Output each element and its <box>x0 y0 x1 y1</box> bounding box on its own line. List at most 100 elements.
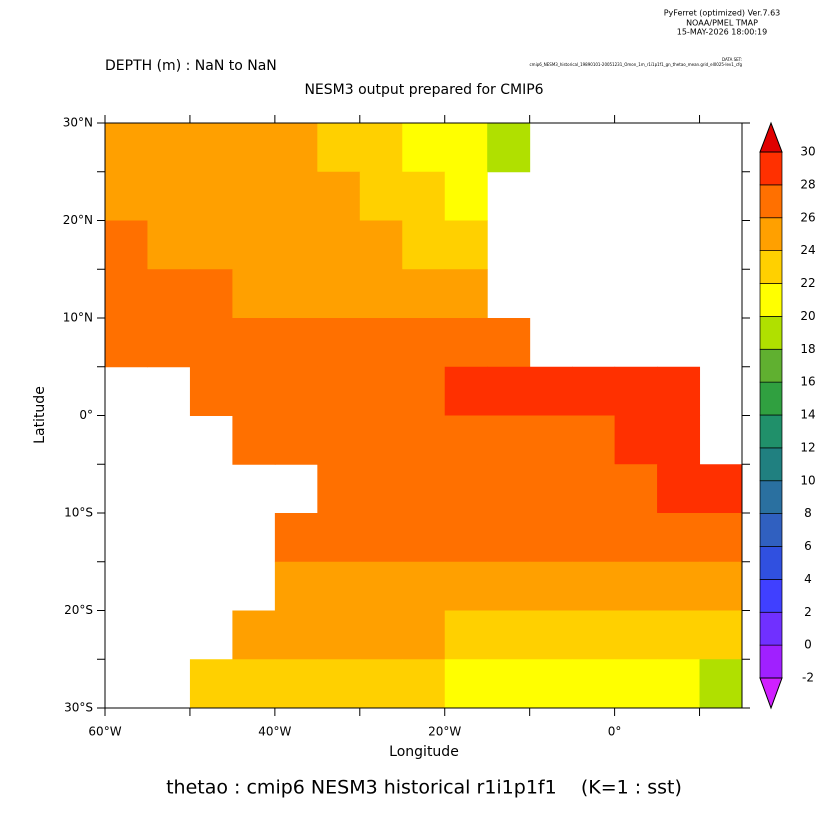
grid-cell <box>402 415 446 465</box>
grid-cell <box>274 513 318 563</box>
grid-cell <box>444 171 488 221</box>
colorbar-label: 8 <box>804 506 812 520</box>
grid-cell <box>699 610 743 660</box>
grid-cell <box>189 123 233 173</box>
grid-cell <box>105 269 148 319</box>
grid-cell <box>657 659 701 709</box>
grid-cell <box>529 659 573 709</box>
x-tick-label: 40°W <box>258 725 291 739</box>
colorbar-label: 24 <box>800 243 815 257</box>
grid-cell <box>105 123 148 173</box>
grid-cell <box>402 366 446 416</box>
grid-cell <box>189 366 233 416</box>
grid-cell <box>444 561 488 611</box>
header-line: PyFerret (optimized) Ver.7.63 <box>664 9 781 18</box>
grid-cell <box>317 415 361 465</box>
grid-cell <box>444 220 488 270</box>
chart-title: NESM3 output prepared for CMIP6 <box>304 82 543 98</box>
grid-cell <box>232 171 276 221</box>
grid-cell <box>317 318 361 368</box>
grid-cell <box>317 220 361 270</box>
grid-cell <box>487 366 531 416</box>
colorbar-bin <box>759 283 783 317</box>
grid-cell <box>232 220 276 270</box>
grid-cell <box>444 464 488 514</box>
grid-cell <box>147 171 191 221</box>
grid-cell <box>232 659 276 709</box>
colorbar-label: 20 <box>800 309 815 323</box>
header-line: 15-MAY-2026 18:00:19 <box>677 28 767 37</box>
grid-cell <box>274 220 318 270</box>
colorbar-label: 12 <box>800 440 815 454</box>
colorbar-label: 6 <box>804 539 812 553</box>
colorbar-bin <box>759 414 783 449</box>
colorbar-label: -2 <box>802 671 814 685</box>
grid-cell <box>147 220 191 270</box>
x-tick-label: 0° <box>608 725 622 739</box>
grid-cell <box>402 171 446 221</box>
grid-cell <box>402 464 446 514</box>
grid-cell <box>402 220 446 270</box>
grid-cell <box>359 269 403 319</box>
grid-cell <box>274 269 318 319</box>
colorbar-bin <box>759 513 783 547</box>
y-tick-label: 30°S <box>64 701 93 715</box>
grid-cell <box>274 561 318 611</box>
colorbar-bin <box>759 151 783 186</box>
colorbar-bin <box>759 579 783 613</box>
grid-cell <box>232 123 276 173</box>
y-tick-label: 20°N <box>63 213 93 227</box>
grid-cell <box>444 415 488 465</box>
grid-cell <box>444 610 488 660</box>
colorbar-label: 28 <box>800 177 815 191</box>
colorbar-bin <box>759 316 783 350</box>
grid-cell <box>402 513 446 563</box>
grid-cell <box>657 610 701 660</box>
grid-cell <box>317 610 361 660</box>
grid-cell <box>402 610 446 660</box>
grid-cell <box>274 415 318 465</box>
grid-cell <box>274 366 318 416</box>
grid-cell <box>359 123 403 173</box>
colorbar-label: 10 <box>800 473 815 487</box>
colorbar-label: 0 <box>804 638 812 652</box>
grid-cell <box>317 659 361 709</box>
colorbar-label: 16 <box>800 375 815 389</box>
grid-cell <box>274 171 318 221</box>
grid-cell <box>614 513 658 563</box>
grid-cell <box>699 513 743 563</box>
grid-cell <box>402 659 446 709</box>
colorbar-label: 14 <box>800 408 815 422</box>
grid-cell <box>232 610 276 660</box>
dataset-label: DATA SET: <box>722 57 742 62</box>
grid-cell <box>657 366 701 416</box>
colorbar-bin <box>759 348 783 383</box>
colorbar-label: 4 <box>804 572 812 586</box>
grid-cell <box>444 269 488 319</box>
grid-cell <box>444 513 488 563</box>
colorbar-under <box>759 677 783 710</box>
x-tick-label: 60°W <box>88 725 121 739</box>
grid-cell <box>444 318 488 368</box>
grid-cell <box>402 269 446 319</box>
grid-cell <box>359 659 403 709</box>
y-axis-label: Latitude <box>32 386 48 444</box>
grid-cell <box>529 610 573 660</box>
grid-cell <box>529 464 573 514</box>
grid-cell <box>147 123 191 173</box>
colorbar-bin <box>759 546 783 580</box>
grid-cell <box>572 464 616 514</box>
colorbar-label: 18 <box>800 342 815 356</box>
grid-cell <box>657 513 701 563</box>
grid-cell <box>529 415 573 465</box>
grid-cell <box>614 561 658 611</box>
grid-cell <box>572 659 616 709</box>
y-tick-label: 10°N <box>63 311 93 325</box>
colorbar-bin <box>759 480 783 514</box>
grid-cell <box>444 366 488 416</box>
grid-cell <box>274 123 318 173</box>
grid-cell <box>529 561 573 611</box>
x-axis-label: Longitude <box>389 744 459 760</box>
grid-cell <box>487 610 531 660</box>
